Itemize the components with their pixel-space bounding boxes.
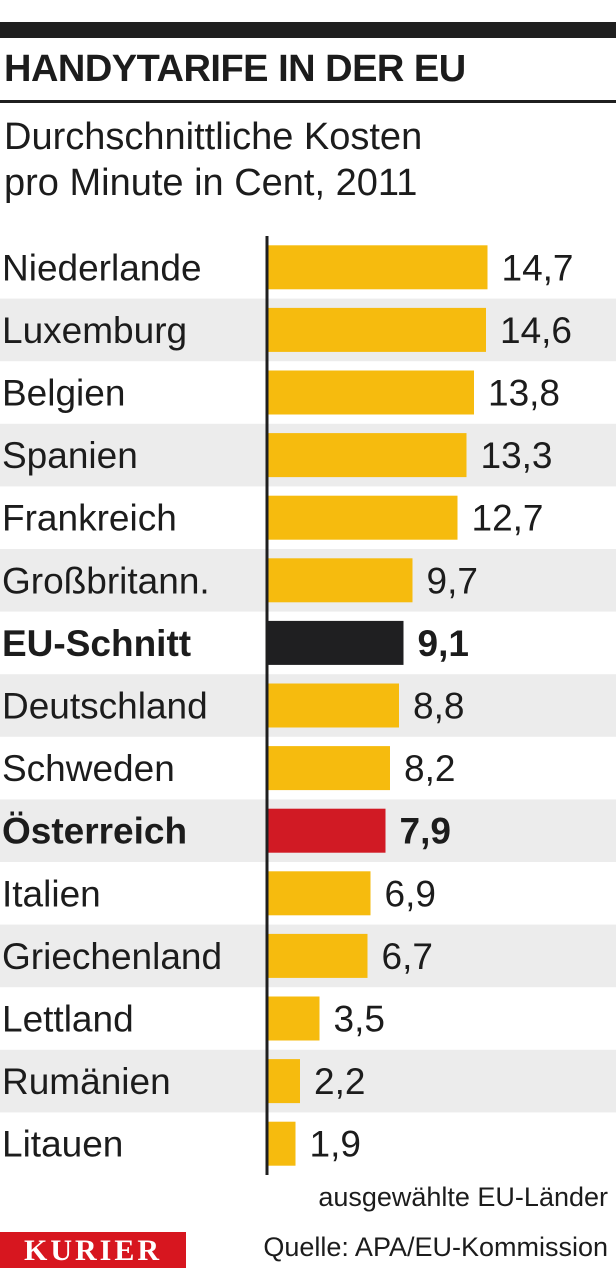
category-label: Litauen [2, 1124, 123, 1165]
category-label: Italien [2, 873, 101, 914]
category-label: EU-Schnitt [2, 623, 191, 664]
value-label: 9,7 [427, 560, 478, 601]
bar [267, 746, 390, 791]
category-label: Österreich [2, 811, 187, 852]
bar [267, 370, 474, 415]
bar [267, 808, 386, 853]
value-label: 3,5 [334, 999, 385, 1040]
category-label: Großbritann. [2, 560, 210, 601]
bar [267, 871, 371, 916]
bar [267, 1121, 296, 1166]
value-label: 9,1 [418, 623, 469, 664]
value-label: 13,3 [481, 435, 553, 476]
category-label: Schweden [2, 748, 175, 789]
category-label: Luxemburg [2, 310, 187, 351]
category-label: Belgien [2, 373, 125, 414]
value-label: 6,7 [382, 936, 433, 977]
value-label: 8,8 [413, 686, 464, 727]
bar [267, 495, 458, 540]
subtitle-line-1: Durchschnittliche Kosten [4, 116, 423, 158]
bar-chart: Niederlande 14,7 Luxemburg 14,6 Belgien 13,8 S… [0, 236, 616, 1175]
bar [267, 683, 399, 728]
value-label: 6,9 [385, 873, 436, 914]
category-label: Rumänien [2, 1061, 171, 1102]
source-note: Quelle: APA/EU-Kommission [263, 1232, 608, 1262]
bar [267, 558, 413, 603]
bar [267, 307, 486, 352]
bar [267, 245, 488, 290]
category-label: Lettland [2, 999, 134, 1040]
value-label: 14,6 [500, 310, 572, 351]
bar [267, 996, 320, 1041]
kurier-logo: KURIER [0, 1232, 186, 1268]
category-label: Griechenland [2, 936, 222, 977]
value-label: 7,9 [400, 811, 451, 852]
value-label: 13,8 [488, 373, 560, 414]
title-rule [0, 100, 616, 103]
category-label: Spanien [2, 435, 138, 476]
chart-subtitle: Durchschnittliche Kosten pro Minute in C… [4, 114, 422, 206]
category-label: Niederlande [2, 247, 202, 288]
value-label: 14,7 [502, 247, 574, 288]
value-label: 2,2 [314, 1061, 365, 1102]
bar [267, 620, 404, 665]
category-label: Frankreich [2, 498, 177, 539]
value-label: 1,9 [310, 1124, 361, 1165]
chart-title: HANDYTARIFE IN DER EU [4, 48, 466, 90]
bar [267, 1059, 300, 1104]
bar [267, 433, 467, 478]
footer-note: ausgewählte EU-Länder [318, 1182, 608, 1212]
value-label: 12,7 [472, 498, 544, 539]
bar [267, 933, 368, 978]
value-label: 8,2 [404, 748, 455, 789]
category-label: Deutschland [2, 686, 208, 727]
row-stripe [0, 1049, 616, 1113]
subtitle-line-2: pro Minute in Cent, 2011 [4, 162, 418, 204]
top-bar [0, 22, 616, 38]
